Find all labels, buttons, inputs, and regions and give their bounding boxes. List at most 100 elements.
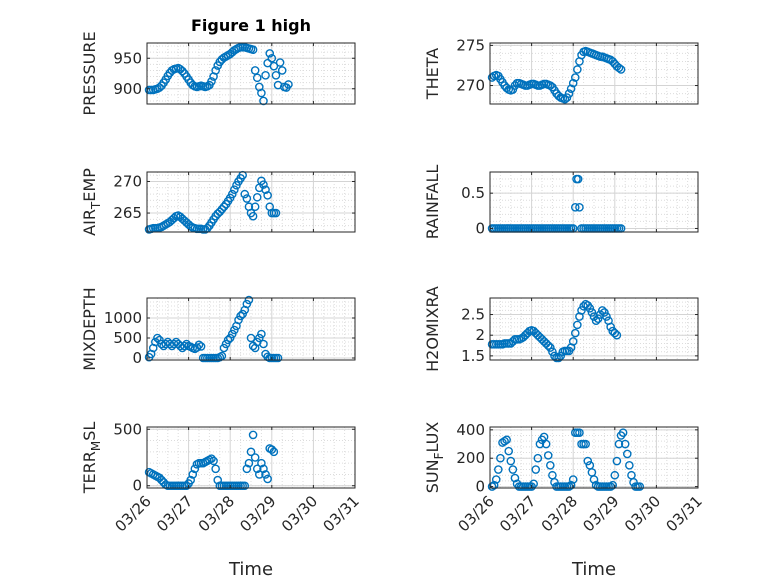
x-tick-label: 03/27 — [496, 492, 539, 535]
x-tick-label: 03/31 — [320, 492, 363, 535]
data-series — [144, 430, 279, 491]
data-point — [261, 185, 270, 194]
data-point — [570, 73, 580, 82]
subplot-theta: 270 275 THETA — [423, 36, 699, 105]
data-point — [550, 351, 559, 361]
data-point — [211, 66, 220, 75]
data-point — [573, 174, 583, 184]
data-point — [248, 430, 258, 440]
y-tick-label: 1.5 — [461, 347, 485, 365]
y-tick-label: 0 — [132, 349, 142, 367]
data-point — [261, 71, 270, 80]
axes-box — [489, 426, 699, 489]
data-point — [155, 83, 164, 92]
data-point — [533, 453, 543, 463]
x-tick-label: 03/30 — [278, 492, 321, 535]
data-point — [217, 204, 227, 214]
data-point — [265, 49, 275, 58]
axes-box — [146, 171, 356, 233]
data-point — [602, 312, 611, 321]
axes-box — [489, 171, 699, 233]
data-point — [263, 474, 272, 484]
data-point — [591, 480, 601, 490]
data-point — [583, 456, 593, 466]
data-point — [252, 192, 262, 202]
subplot-rainfall: 0 0.5 RAINFALL — [423, 165, 699, 239]
data-point — [248, 45, 258, 55]
data-point — [543, 451, 553, 460]
tick-marks — [146, 43, 356, 104]
data-point — [606, 322, 615, 332]
tick-marks — [489, 43, 699, 104]
y-tick-label: 275 — [456, 36, 485, 54]
data-point — [252, 73, 262, 83]
data-point — [219, 202, 229, 212]
axes-box — [146, 42, 356, 105]
y-tick-label: 1000 — [104, 309, 142, 327]
data-point — [230, 185, 239, 194]
data-point — [504, 446, 514, 456]
data-point — [531, 465, 541, 474]
minor-grid — [490, 298, 698, 361]
data-point — [257, 329, 266, 339]
tick-marks — [489, 427, 699, 488]
data-point — [535, 439, 545, 449]
data-point — [541, 439, 551, 449]
data-point — [508, 465, 518, 474]
subplot-sun_flux: 0 200 400 SUNFLUX 03/2603/2703/2803/2903/300… — [423, 421, 706, 536]
data-point — [267, 53, 277, 63]
data-point — [227, 189, 237, 199]
y-axis-label: TERRMSL — [80, 422, 103, 495]
data-point — [273, 353, 283, 363]
data-point — [489, 480, 499, 490]
data-point — [570, 328, 580, 338]
data-point — [271, 208, 281, 218]
data-point — [618, 428, 628, 437]
data-point — [587, 308, 597, 317]
data-point — [585, 304, 595, 313]
data-point — [575, 202, 584, 212]
data-point — [568, 78, 578, 88]
y-axis-label: MIXDEPTH — [80, 287, 99, 370]
data-point — [213, 475, 223, 485]
data-point — [564, 89, 574, 98]
minor-grid — [490, 171, 698, 232]
x-tick-label: 03/26 — [112, 492, 155, 535]
data-point — [543, 341, 553, 350]
y-tick-label: 0 — [132, 477, 142, 495]
data-point — [620, 439, 630, 449]
data-point — [568, 475, 578, 484]
data-point — [277, 66, 287, 75]
data-point — [487, 482, 497, 491]
data-point — [610, 470, 620, 480]
data-series — [487, 46, 626, 104]
data-series — [487, 299, 622, 363]
data-point — [556, 351, 566, 361]
x-tick-label: 03/31 — [663, 492, 706, 535]
y-tick-label: 270 — [113, 172, 142, 190]
data-point — [622, 449, 632, 459]
data-point — [190, 464, 200, 474]
data-point — [196, 342, 206, 351]
major-grid — [147, 298, 355, 360]
x-axis-label-left: Time — [228, 559, 273, 580]
y-tick-label: 2.5 — [461, 306, 485, 324]
data-point — [259, 96, 268, 106]
data-point — [546, 81, 555, 90]
tick-marks — [489, 298, 699, 360]
data-point — [267, 445, 277, 454]
y-tick-label: 500 — [113, 420, 142, 438]
data-point — [261, 470, 270, 479]
data-point — [153, 333, 162, 343]
data-point — [252, 464, 262, 474]
data-point — [546, 343, 555, 352]
x-tick-label: 03/29 — [236, 492, 279, 535]
data-point — [182, 481, 191, 491]
tick-marks — [146, 172, 356, 232]
data-point — [269, 447, 279, 457]
data-point — [491, 475, 501, 484]
data-point — [207, 77, 216, 86]
data-point — [612, 456, 622, 466]
data-point — [194, 340, 204, 350]
